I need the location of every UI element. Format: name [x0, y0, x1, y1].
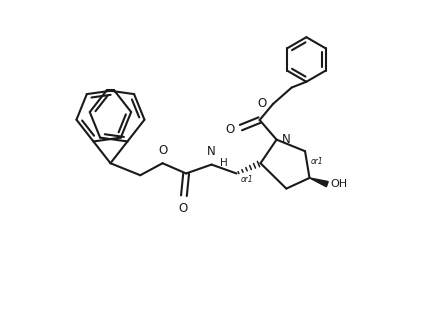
Text: O: O — [225, 123, 235, 136]
Text: O: O — [178, 203, 188, 215]
Text: N: N — [282, 133, 291, 146]
Text: or1: or1 — [311, 157, 323, 166]
Text: or1: or1 — [241, 175, 254, 184]
Text: O: O — [159, 144, 168, 157]
Text: O: O — [257, 97, 266, 109]
Text: H: H — [220, 158, 227, 168]
Text: N: N — [207, 145, 216, 158]
Text: OH: OH — [330, 179, 347, 189]
Polygon shape — [310, 178, 328, 187]
